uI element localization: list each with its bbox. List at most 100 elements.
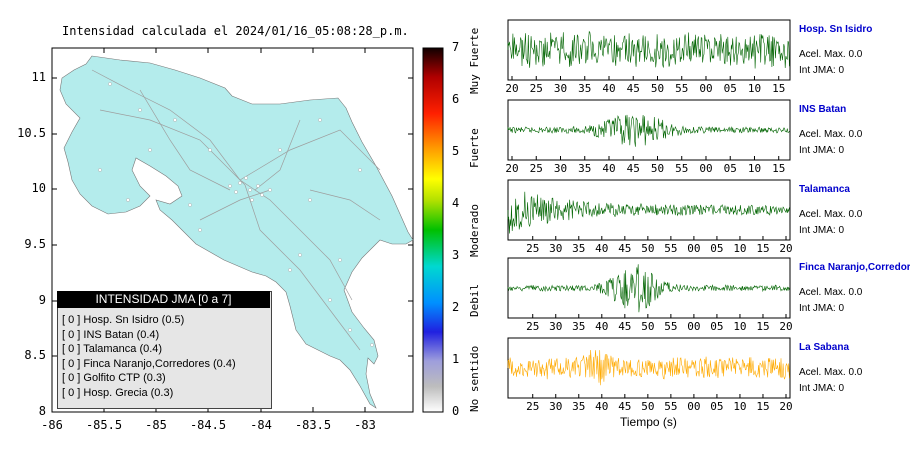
station-marker <box>278 148 282 152</box>
seismogram-tick-label: 55 <box>664 400 678 413</box>
seismogram-tick-label: 20 <box>779 400 793 413</box>
station-int: Int JMA: 0 <box>799 225 845 236</box>
seismogram-tick-label: 45 <box>618 400 632 413</box>
seismogram-tick-label: 50 <box>650 162 665 175</box>
seismogram-tick-label: 35 <box>572 400 586 413</box>
station-marker <box>318 118 322 122</box>
station-marker <box>98 168 102 172</box>
seismogram-tick-label: 10 <box>733 400 747 413</box>
seismogram-tick-label: 20 <box>505 162 519 175</box>
seismogram-tick-label: 40 <box>602 162 616 175</box>
station-int: Int JMA: 0 <box>799 303 845 314</box>
seismogram-tick-label: 10 <box>747 82 762 95</box>
seismogram-tick-label: 35 <box>578 82 592 95</box>
map-y-tick-label: 8.5 <box>24 348 46 362</box>
station-marker <box>370 343 374 347</box>
seismogram-tick-label: 40 <box>595 242 609 255</box>
station-marker <box>238 181 242 185</box>
costa-rica-land <box>59 55 414 409</box>
map-y-tick-label: 11 <box>31 70 46 84</box>
station-name: Hosp. Sn Isidro <box>799 24 873 35</box>
seismogram-tick-label: 20 <box>779 320 793 333</box>
intensity-legend <box>57 291 272 409</box>
seismogram-trace <box>507 264 790 313</box>
seismogram-tick-label: 45 <box>626 82 640 95</box>
seismogram-tick-label: 50 <box>650 82 665 95</box>
seismogram-tick-label: 05 <box>710 242 724 255</box>
seismogram-tick-label: 55 <box>675 82 689 95</box>
seismogram-tick-label: 25 <box>529 162 543 175</box>
seismogram-tick-label: 05 <box>723 162 737 175</box>
map-y-tick-label: 9.5 <box>24 237 46 251</box>
station-name: INS Batan <box>799 104 847 115</box>
legend-item: [ 0 ] Golfito CTP (0.3) <box>62 372 166 384</box>
map-y-tick-label: 10 <box>31 181 46 195</box>
seismogram-tick-label: 15 <box>772 82 786 95</box>
seismogram-tick-label: 30 <box>553 82 568 95</box>
seismogram-tick-label: 40 <box>595 320 609 333</box>
colorbar-tick-label: 2 <box>452 300 460 314</box>
seismogram-trace <box>507 191 790 234</box>
seismogram-tick-label: 15 <box>772 162 786 175</box>
station-int: Int JMA: 0 <box>799 145 845 156</box>
station-marker <box>288 268 292 272</box>
colorbar-tick-label: 6 <box>452 92 460 106</box>
station-marker <box>126 198 130 202</box>
seismogram-tick-label: 25 <box>526 400 540 413</box>
seismogram-tick-label: 10 <box>733 320 747 333</box>
seismogram-tick-label: 00 <box>699 162 713 175</box>
map-roads <box>91 69 381 351</box>
seismogram-tick-label: 50 <box>641 242 655 255</box>
map-x-tick-label: -83.5 <box>294 418 332 432</box>
seismogram-tick-label: 40 <box>602 82 616 95</box>
seismogram-tick-label: 30 <box>553 162 568 175</box>
map-y-tick-label: 10.5 <box>17 126 46 140</box>
seismogram-tick-label: 55 <box>664 320 678 333</box>
seismogram-tick-label: 35 <box>572 320 586 333</box>
seismogram-tick-label: 30 <box>549 242 563 255</box>
station-marker <box>108 82 112 86</box>
station-marker <box>138 108 142 112</box>
seismogram-tick-label: 15 <box>756 320 770 333</box>
seismogram-trace <box>507 30 790 69</box>
colorbar-tick-label: 1 <box>452 352 460 366</box>
colorbar-tick-label: 4 <box>452 196 460 210</box>
station-marker <box>250 198 254 202</box>
station-marker <box>244 176 248 180</box>
map-y-axis <box>52 77 413 413</box>
station-name: La Sabana <box>799 342 850 353</box>
map-x-tick-label: -84.5 <box>189 418 227 432</box>
seismogram-tick-label: 10 <box>733 242 747 255</box>
station-marker <box>148 148 152 152</box>
map-title: Intensidad calculada el 2024/01/16_05:08… <box>62 24 409 38</box>
station-marker <box>208 148 212 152</box>
station-marker <box>338 258 342 262</box>
seismogram-tick-label: 30 <box>549 400 563 413</box>
seismogram-tick-label: 50 <box>641 400 655 413</box>
legend-item: [ 0 ] INS Batan (0.4) <box>62 328 160 341</box>
colorbar-tick-label: 0 <box>452 404 460 418</box>
station-marker <box>198 228 202 232</box>
station-int: Int JMA: 0 <box>799 65 845 76</box>
seismogram-tick-label: 35 <box>572 242 586 255</box>
station-marker <box>328 298 332 302</box>
station-acel: Acel. Max. 0.0 <box>799 129 863 140</box>
colorbar-tick-label: 7 <box>452 40 460 54</box>
seismogram-tick-label: 45 <box>626 162 640 175</box>
map-x-tick-label: -85.5 <box>85 418 123 432</box>
legend-title: INTENSIDAD JMA [0 a 7] <box>57 291 270 308</box>
legend-item: [ 0 ] Finca Naranjo,Corredores (0.4) <box>62 357 236 370</box>
map-x-tick-label: -84 <box>250 418 272 432</box>
station-marker <box>348 328 352 332</box>
seismogram-tick-label: 55 <box>664 242 678 255</box>
station-marker <box>260 193 264 197</box>
seismogram-tick-label: 05 <box>710 400 724 413</box>
station-marker <box>234 190 238 194</box>
map-x-tick-label: -85 <box>145 418 167 432</box>
station-marker <box>358 168 362 172</box>
seismogram-tick-label: 25 <box>526 320 540 333</box>
seismogram-tick-label: 50 <box>641 320 655 333</box>
station-marker <box>298 253 302 257</box>
map-y-tick-label: 8 <box>38 404 46 418</box>
